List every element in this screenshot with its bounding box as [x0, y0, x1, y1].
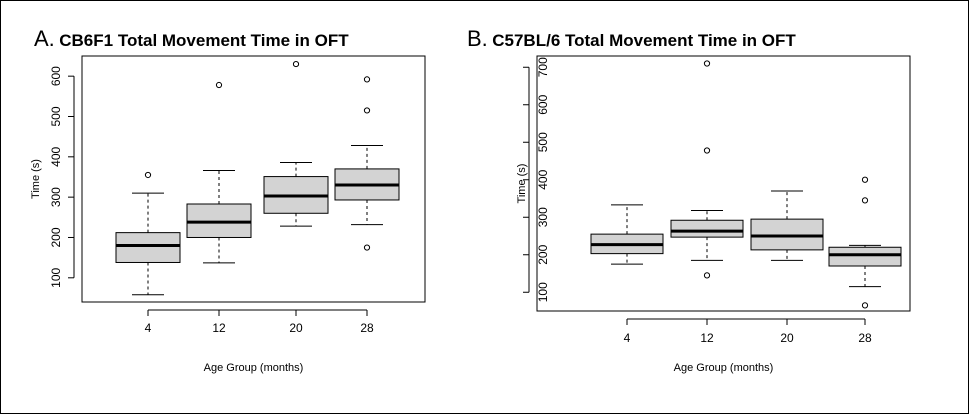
panel-b-x-axis-label: Age Group (months): [674, 362, 774, 374]
panel-a-y-tick-label: 400: [49, 146, 63, 166]
panel-a-y-tick-label: 600: [49, 66, 63, 86]
panel-b-box-12-outlier: [703, 272, 711, 279]
panel-a-box-28-outlier: [363, 107, 371, 114]
panel-a-x-axis-label: Age Group (months): [204, 362, 304, 374]
panel-b-box-28-iqr-box: [828, 246, 902, 267]
panel-b-y-tick-label: 200: [536, 244, 550, 264]
panel-b-letter: B.: [467, 26, 488, 51]
panel-b-y-tick-label: 100: [536, 282, 550, 302]
panel-a-y-axis-label: Time (s): [30, 159, 42, 199]
panel-a-y-tick-label: 200: [49, 227, 63, 247]
panel-a-x-tick-label: 20: [289, 321, 303, 335]
panel-b-y-axis-label: Time (s): [516, 164, 528, 204]
panel-a-box-20-outlier: [292, 60, 300, 68]
panel-a-letter: A.: [34, 26, 55, 51]
panel-b-header: B. C57BL/6 Total Movement Time in OFT: [467, 26, 796, 52]
panel-a-x-tick-label: 4: [145, 321, 152, 335]
panel-a-y-tick-label: 500: [49, 106, 63, 126]
panel-b-x-tick-label: 20: [780, 331, 794, 345]
panel-a-box-28-outlier: [363, 76, 371, 83]
panel-b-y-tick-label: 700: [536, 57, 550, 77]
panel-a-y-tick-label: 100: [49, 267, 63, 287]
panel-b-box-12-outlier: [703, 147, 711, 154]
panel-b-y-tick-label: 600: [536, 94, 550, 114]
panel-a-box-28-outlier: [363, 244, 371, 251]
panel-a-box-12-outlier: [215, 81, 223, 89]
panel-a-title: CB6F1 Total Movement Time in OFT: [59, 31, 349, 50]
panel-b-y-tick-label: 400: [536, 169, 550, 189]
panel-b-y-tick-label: 500: [536, 132, 550, 152]
panel-b-box-28-outlier: [861, 302, 869, 309]
panel-b-box-12-iqr-box: [670, 219, 744, 238]
panel-b-x-tick-label: 4: [624, 331, 631, 345]
panel-b-plot-border: [536, 55, 911, 312]
panel-b-box-28-outlier: [861, 197, 869, 204]
panel-a-plot-border: [81, 55, 426, 303]
panel-b-box-12-outlier: [703, 60, 711, 67]
panel-a-box-4-outlier: [144, 171, 152, 179]
panel-a-x-tick-label: 12: [212, 321, 226, 335]
panel-a-x-tick-label: 28: [360, 321, 374, 335]
panel-a-header: A. CB6F1 Total Movement Time in OFT: [34, 26, 349, 52]
panel-b-x-tick-label: 12: [700, 331, 714, 345]
panel-b-y-tick-label: 300: [536, 207, 550, 227]
panel-b-title: C57BL/6 Total Movement Time in OFT: [492, 31, 796, 50]
panel-a-box-4-iqr-box: [115, 232, 181, 263]
panel-b-x-tick-label: 28: [858, 331, 872, 345]
panel-b-box-28-outlier: [861, 176, 869, 183]
panel-a-y-tick-label: 300: [49, 187, 63, 207]
